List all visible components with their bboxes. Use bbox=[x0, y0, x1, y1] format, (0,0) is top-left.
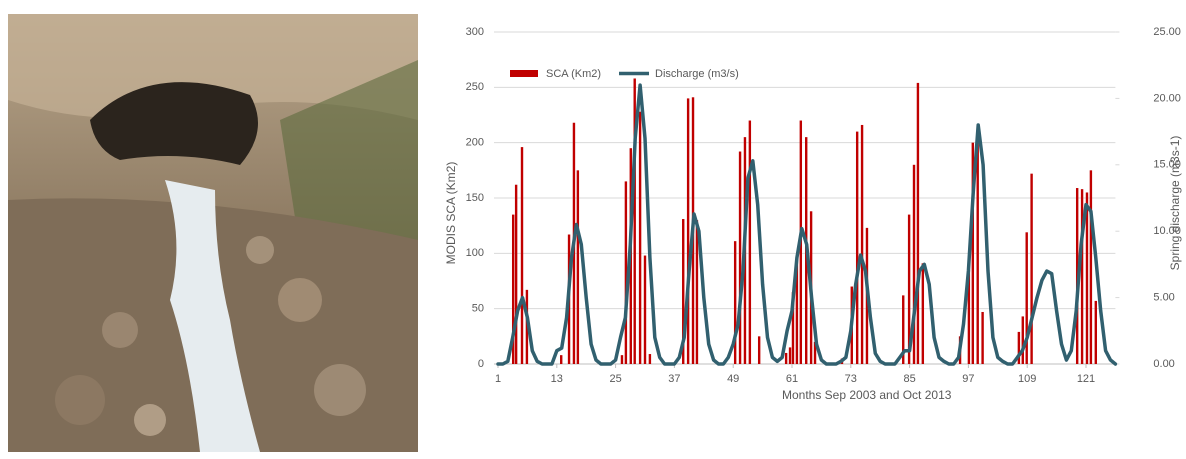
bar bbox=[648, 354, 652, 364]
bar bbox=[813, 341, 817, 364]
bar bbox=[1085, 192, 1089, 364]
legend-swatch bbox=[510, 70, 538, 77]
x-axis-title: Months Sep 2003 and Oct 2013 bbox=[782, 388, 952, 402]
x-tick-label: 85 bbox=[903, 373, 915, 385]
bar bbox=[1030, 173, 1033, 364]
bar bbox=[633, 78, 636, 364]
bar bbox=[921, 263, 925, 364]
bar bbox=[757, 336, 761, 364]
y2-tick-label: 25.00 bbox=[1153, 26, 1181, 38]
y2-axis-title: Spring discharge (m3s-1) bbox=[1168, 136, 1182, 271]
y2-tick-label: 5.00 bbox=[1153, 292, 1174, 304]
y2-tick-label: 0.00 bbox=[1153, 358, 1174, 370]
bar bbox=[686, 98, 690, 365]
bar bbox=[795, 258, 799, 364]
bar bbox=[560, 355, 563, 364]
x-tick-label: 37 bbox=[668, 373, 680, 385]
bar bbox=[624, 181, 628, 364]
bar bbox=[916, 82, 920, 364]
y-tick-label: 50 bbox=[472, 303, 484, 315]
bar bbox=[902, 295, 905, 364]
bar bbox=[1089, 170, 1093, 364]
bar bbox=[1021, 316, 1024, 364]
bar bbox=[1025, 232, 1028, 364]
bar bbox=[514, 184, 518, 364]
bar bbox=[1080, 189, 1084, 364]
y-tick-label: 200 bbox=[466, 137, 484, 149]
x-tick-label: 97 bbox=[962, 373, 974, 385]
y-tick-label: 100 bbox=[466, 247, 484, 259]
bar bbox=[907, 214, 911, 364]
x-tick-label: 121 bbox=[1077, 373, 1095, 385]
y-tick-label: 250 bbox=[466, 81, 484, 93]
y-tick-label: 150 bbox=[466, 192, 484, 204]
x-tick-label: 13 bbox=[551, 373, 563, 385]
bar bbox=[748, 120, 752, 365]
bar bbox=[520, 147, 524, 364]
bar bbox=[511, 214, 515, 364]
bar bbox=[971, 142, 975, 364]
x-tick-label: 1 bbox=[495, 373, 501, 385]
x-tick-label: 49 bbox=[727, 373, 739, 385]
legend-label: Discharge (m3/s) bbox=[655, 68, 739, 80]
bar bbox=[788, 347, 792, 364]
bar bbox=[1017, 331, 1021, 364]
bar bbox=[967, 269, 971, 364]
y-axis-title: MODIS SCA (Km2) bbox=[444, 162, 458, 265]
x-tick-label: 109 bbox=[1018, 373, 1036, 385]
bar bbox=[1094, 300, 1097, 364]
y2-tick-label: 20.00 bbox=[1153, 92, 1181, 104]
bar bbox=[981, 311, 984, 364]
y-tick-label: 300 bbox=[466, 26, 484, 38]
bar bbox=[525, 289, 529, 364]
line bbox=[496, 83, 1118, 366]
bar bbox=[576, 170, 580, 364]
y-tick-label: 0 bbox=[478, 358, 484, 370]
bar bbox=[638, 111, 642, 365]
x-tick-label: 25 bbox=[609, 373, 621, 385]
bar bbox=[682, 219, 685, 364]
bar bbox=[976, 131, 979, 364]
bar bbox=[620, 355, 624, 364]
bar bbox=[855, 131, 859, 364]
bar bbox=[860, 124, 864, 365]
x-tick-label: 73 bbox=[845, 373, 857, 385]
bar bbox=[912, 164, 916, 364]
bar bbox=[733, 241, 737, 364]
bar bbox=[784, 352, 788, 364]
bar bbox=[791, 292, 795, 364]
y2-tick-label: 10.00 bbox=[1153, 225, 1181, 237]
y2-tick-label: 15.00 bbox=[1153, 159, 1181, 171]
bar bbox=[695, 220, 699, 364]
legend-label: SCA (Km2) bbox=[546, 68, 601, 80]
photo bbox=[8, 14, 418, 452]
x-tick-label: 61 bbox=[786, 373, 798, 385]
bar bbox=[738, 151, 742, 364]
bar bbox=[643, 255, 647, 364]
